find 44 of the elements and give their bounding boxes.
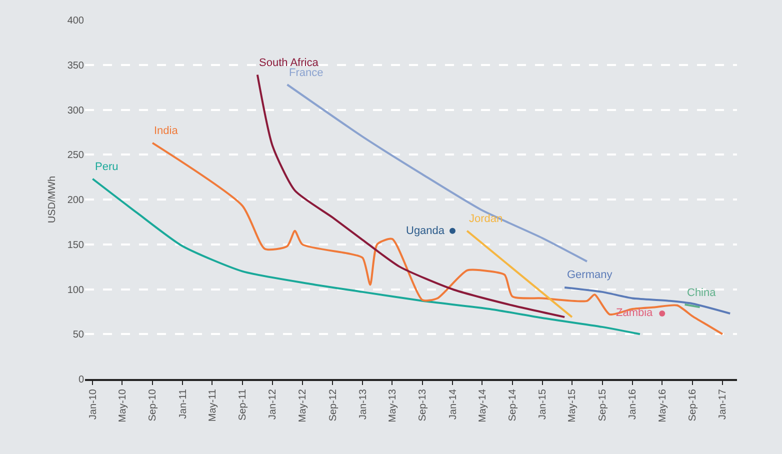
x-tick-label: Jan-16 (628, 388, 639, 420)
y-tick-label: 200 (67, 195, 84, 206)
x-tick-label: May-15 (567, 388, 578, 422)
y-tick-label: 0 (78, 374, 84, 386)
y-axis-title: USD/MWh (47, 176, 58, 224)
x-tick-label: May-16 (657, 388, 668, 422)
x-tick-label: Jan-14 (448, 388, 459, 420)
line-series (564, 286, 732, 314)
series-label: Uganda (406, 225, 446, 237)
y-tick-label: 50 (72, 330, 84, 341)
x-tick-label: May-10 (117, 388, 128, 422)
line-series (151, 142, 724, 336)
x-tick-label: Jan-17 (718, 388, 729, 420)
x-tick-label: May-14 (477, 388, 488, 422)
series-label: South Africa (259, 57, 320, 69)
series-label: China (687, 287, 717, 299)
series-label: Zambia (616, 307, 654, 319)
x-tick-label: Jan-15 (538, 388, 549, 420)
line-series (286, 84, 588, 262)
y-tick-label: 100 (67, 284, 84, 296)
x-tick-label: May-13 (387, 388, 398, 422)
series-label: Jordan (469, 213, 503, 225)
x-tick-label: May-11 (207, 388, 218, 422)
x-tick-label: Jan-13 (358, 388, 369, 420)
x-tick-label: May-12 (298, 388, 308, 422)
y-tick-label: 350 (67, 60, 84, 72)
x-tick-label: Jan-10 (88, 388, 99, 420)
y-tick-label: 150 (67, 240, 84, 251)
x-tick-label: Sep-11 (238, 388, 249, 421)
x-tick-label: Sep-16 (688, 388, 699, 422)
x-tick-label: Jan-11 (178, 388, 189, 419)
x-tick-label: Jan-12 (268, 388, 279, 420)
x-tick-label: Sep-12 (328, 388, 339, 422)
y-tick-label: 400 (67, 16, 84, 26)
series-label: Germany (567, 269, 613, 281)
x-tick-label: Sep-10 (148, 388, 159, 422)
x-tick-label: Sep-14 (508, 388, 519, 422)
series-label: France (289, 67, 324, 79)
series-label: India (154, 125, 179, 137)
series-label: Peru (95, 161, 118, 173)
x-tick-label: Sep-15 (598, 388, 609, 422)
y-tick-label: 300 (67, 105, 84, 116)
y-tick-label: 250 (67, 150, 84, 162)
x-tick-label: Sep-13 (418, 388, 429, 422)
